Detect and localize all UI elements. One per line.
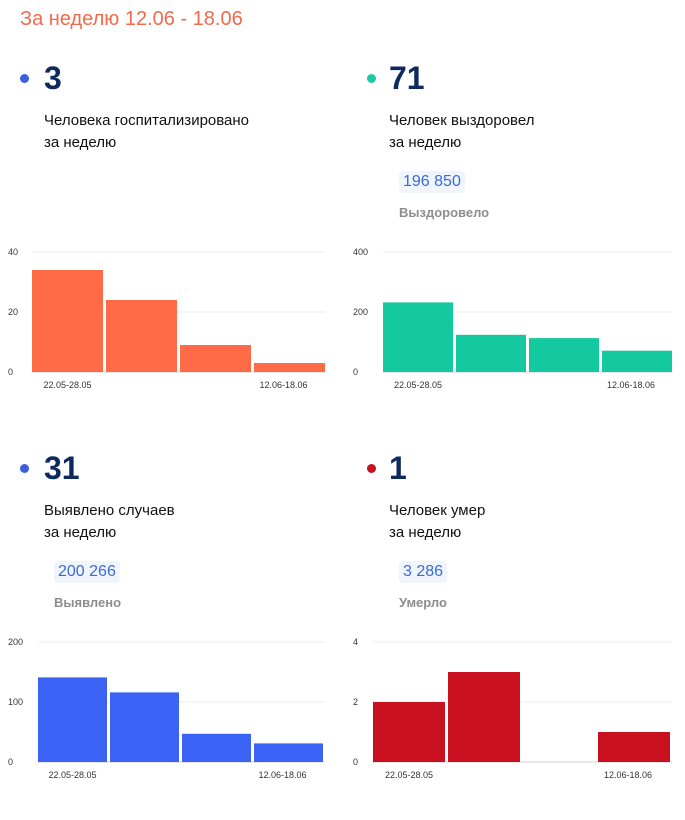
died-line1: Человек умер xyxy=(389,502,486,519)
hospitalized-bar xyxy=(254,363,325,372)
died-x-tick-label: 22.05-28.05 xyxy=(385,770,433,780)
detected-x-tick-label: 22.05-28.05 xyxy=(48,770,96,780)
hospitalized-bar xyxy=(106,300,177,372)
hospitalized-description: Человека госпитализировано за неделю xyxy=(44,110,249,154)
hospitalized-line1: Человека госпитализировано xyxy=(44,112,250,129)
hospitalized-bar xyxy=(32,270,103,372)
recovered-y-tick-label: 200 xyxy=(353,307,368,317)
died-y-tick-label: 2 xyxy=(353,697,358,707)
detected-dot xyxy=(20,464,29,473)
detected-y-tick-label: 200 xyxy=(8,637,23,647)
died-y-tick-label: 0 xyxy=(353,757,358,767)
hospitalized-y-tick-label: 20 xyxy=(8,307,18,317)
detected-bar xyxy=(182,733,251,762)
detected-line1: Выявлено случаев xyxy=(44,502,175,519)
detected-line2: за неделю xyxy=(44,524,117,541)
died-total: 3 286 xyxy=(399,561,448,583)
hospitalized-y-tick-label: 40 xyxy=(8,247,18,257)
detected-bar xyxy=(110,692,179,762)
page-title: За неделю 12.06 - 18.06 xyxy=(20,8,243,30)
died-line2: за неделю xyxy=(389,524,462,541)
died-description: Человек умер за неделю xyxy=(389,500,485,544)
hospitalized-y-tick-label: 0 xyxy=(8,367,13,377)
detected-total-label: Выявлено xyxy=(54,595,122,610)
recovered-y-tick-label: 0 xyxy=(353,367,358,377)
died-y-tick-label: 4 xyxy=(353,637,358,647)
detected-description: Выявлено случаев за неделю xyxy=(44,500,175,544)
died-bar xyxy=(448,672,520,762)
died-value: 1 xyxy=(389,450,407,486)
recovered-chart: 0 200 400 22.05-28.05 12.06-18.06 xyxy=(353,247,672,390)
died-bar xyxy=(373,702,445,762)
died-bar xyxy=(598,732,670,762)
recovered-bar xyxy=(529,338,599,372)
recovered-total: 196 850 xyxy=(399,171,465,193)
recovered-bar xyxy=(383,302,453,372)
detected-y-tick-label: 100 xyxy=(8,697,23,707)
detected-y-tick-label: 0 xyxy=(8,757,13,767)
detected-bar xyxy=(254,743,323,762)
hospitalized-panel: 3 Человека госпитализировано за неделю 0… xyxy=(0,60,330,430)
died-panel: 1 Человек умер за неделю 3 286 Умерло 0 2… xyxy=(345,450,675,820)
hospitalized-value: 3 xyxy=(44,60,62,96)
recovered-y-tick-label: 400 xyxy=(353,247,368,257)
hospitalized-x-tick-label: 12.06-18.06 xyxy=(259,380,307,390)
recovered-bar xyxy=(602,350,672,372)
hospitalized-dot xyxy=(20,74,29,83)
hospitalized-x-tick-label: 22.05-28.05 xyxy=(43,380,91,390)
died-chart: 0 2 4 22.05-28.05 12.06-18.06 xyxy=(353,637,672,780)
hospitalized-line2: за неделю xyxy=(44,134,117,151)
died-total-label: Умерло xyxy=(399,595,447,610)
recovered-bar xyxy=(456,334,526,372)
died-x-tick-label: 12.06-18.06 xyxy=(604,770,652,780)
recovered-x-tick-label: 12.06-18.06 xyxy=(607,380,655,390)
recovered-line2: за неделю xyxy=(389,134,462,151)
hospitalized-bar xyxy=(180,345,251,372)
recovered-panel: 71 Человек выздоровел за неделю 196 850 … xyxy=(345,60,675,430)
detected-value: 31 xyxy=(44,450,80,486)
recovered-dot xyxy=(367,74,376,83)
recovered-total-label: Выздоровело xyxy=(399,205,490,220)
detected-bar xyxy=(38,677,107,762)
detected-chart: 0 100 200 22.05-28.05 12.06-18.06 xyxy=(8,637,325,780)
died-dot xyxy=(367,464,376,473)
hospitalized-chart: 0 20 40 22.05-28.05 12.06-18.06 xyxy=(8,247,325,390)
detected-panel: 31 Выявлено случаев за неделю 200 266 Вы… xyxy=(0,450,330,820)
recovered-x-tick-label: 22.05-28.05 xyxy=(394,380,442,390)
detected-total: 200 266 xyxy=(54,561,120,583)
recovered-line1: Человек выздоровел xyxy=(389,112,535,129)
recovered-description: Человек выздоровел за неделю xyxy=(389,110,534,154)
recovered-value: 71 xyxy=(389,60,425,96)
detected-x-tick-label: 12.06-18.06 xyxy=(258,770,306,780)
